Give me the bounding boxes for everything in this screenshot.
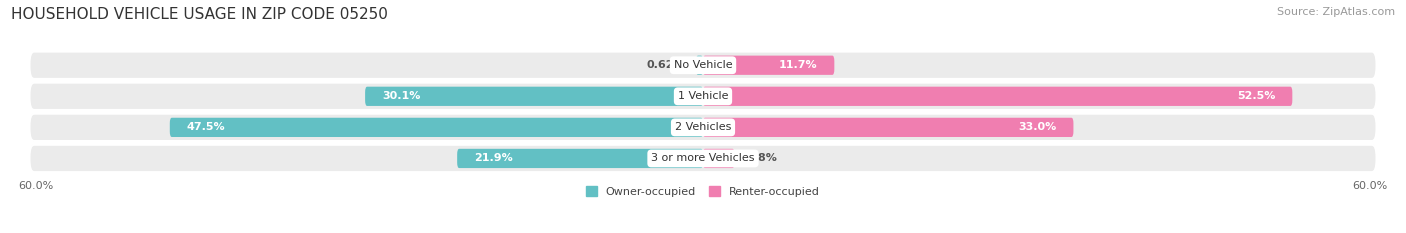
Text: Source: ZipAtlas.com: Source: ZipAtlas.com (1277, 7, 1395, 17)
FancyBboxPatch shape (30, 114, 1376, 141)
FancyBboxPatch shape (703, 87, 1292, 106)
Text: HOUSEHOLD VEHICLE USAGE IN ZIP CODE 05250: HOUSEHOLD VEHICLE USAGE IN ZIP CODE 0525… (11, 7, 388, 22)
FancyBboxPatch shape (30, 51, 1376, 79)
FancyBboxPatch shape (30, 83, 1376, 110)
Text: 33.0%: 33.0% (1018, 122, 1056, 132)
FancyBboxPatch shape (457, 149, 703, 168)
Text: 0.62%: 0.62% (647, 60, 685, 70)
FancyBboxPatch shape (703, 118, 1073, 137)
Text: 2.8%: 2.8% (745, 154, 776, 163)
Legend: Owner-occupied, Renter-occupied: Owner-occupied, Renter-occupied (581, 182, 825, 201)
Text: 21.9%: 21.9% (474, 154, 513, 163)
Text: 1 Vehicle: 1 Vehicle (678, 91, 728, 101)
Text: 47.5%: 47.5% (187, 122, 225, 132)
Text: 60.0%: 60.0% (1353, 181, 1388, 191)
Text: 52.5%: 52.5% (1237, 91, 1275, 101)
FancyBboxPatch shape (366, 87, 703, 106)
Text: 30.1%: 30.1% (382, 91, 420, 101)
FancyBboxPatch shape (703, 149, 734, 168)
Text: 60.0%: 60.0% (18, 181, 53, 191)
FancyBboxPatch shape (703, 56, 834, 75)
Text: 11.7%: 11.7% (779, 60, 817, 70)
Text: 2 Vehicles: 2 Vehicles (675, 122, 731, 132)
Text: No Vehicle: No Vehicle (673, 60, 733, 70)
Text: 3 or more Vehicles: 3 or more Vehicles (651, 154, 755, 163)
FancyBboxPatch shape (696, 56, 703, 75)
FancyBboxPatch shape (30, 145, 1376, 172)
FancyBboxPatch shape (170, 118, 703, 137)
